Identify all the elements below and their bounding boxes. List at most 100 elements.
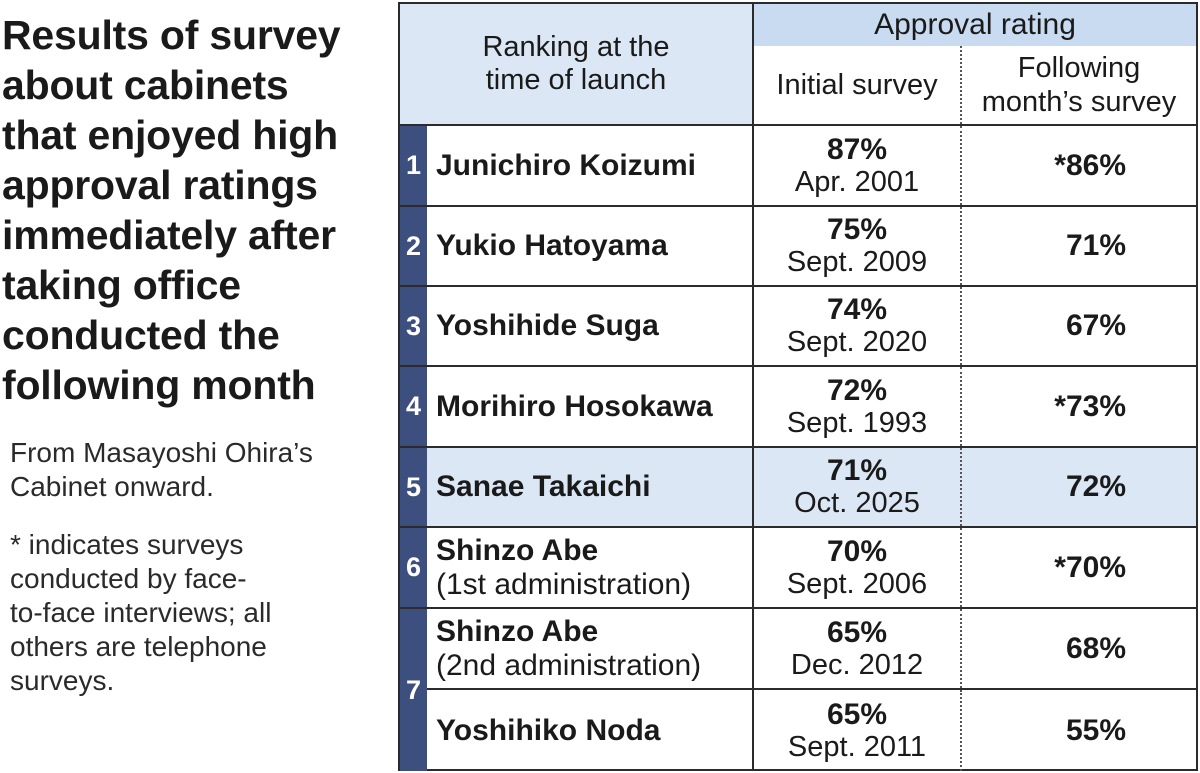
launch-date: Sept. 2011 [787, 730, 927, 763]
initial-survey-cell: 65% Dec. 2012 [754, 609, 960, 688]
note-line: From Masayoshi Ohira’s [10, 437, 313, 468]
header-ranking-line: time of launch [485, 64, 667, 96]
header-ranking: Ranking at the time of launch [400, 4, 754, 124]
note-line: * indicates surveys [10, 529, 244, 560]
header-divider [400, 124, 1196, 126]
cabinet-name-cell: Junichiro Koizumi [436, 126, 754, 205]
launch-date: Dec. 2012 [790, 648, 924, 681]
title-line: immediately after [2, 212, 336, 258]
following-month-rating: 55% [1065, 713, 1126, 747]
launch-date: Sept. 2020 [786, 326, 928, 358]
approval-table: Ranking at the time of launch Approval r… [398, 2, 1198, 771]
rank-badge: 7 [400, 609, 427, 771]
title-line: about cabinets [2, 62, 289, 108]
table-row: 2 Yukio Hatoyama 75% Sept. 2009 71% [400, 207, 1196, 287]
cabinet-name: Morihiro Hosokawa [436, 389, 713, 423]
column-divider [960, 609, 962, 688]
initial-rating: 87% [826, 132, 888, 166]
administration-note: (1st administration) [436, 567, 692, 601]
header-following-line: month’s survey [981, 86, 1177, 118]
initial-survey-cell: 71% Oct. 2025 [754, 448, 960, 526]
table-row: 6 Shinzo Abe (1st administration) 70% Sept. … [400, 528, 1196, 609]
cabinet-name: Yoshihide Suga [436, 309, 659, 342]
header-approval-group: Approval rating Initial survey Following… [754, 4, 1196, 124]
cabinet-name-cell: Yoshihide Suga [436, 287, 754, 365]
column-divider [752, 367, 754, 446]
following-month-rating: 68% [1065, 631, 1126, 665]
note-line: to-face interviews; all [10, 597, 272, 628]
initial-rating: 75% [826, 213, 888, 246]
header-following-survey: Following month’s survey [962, 46, 1196, 124]
cabinet-name: Junichiro Koizumi [436, 148, 697, 182]
initial-rating: 72% [826, 373, 888, 407]
table-row: Shinzo Abe (2nd administration) 65% Dec. 20… [400, 609, 1196, 690]
table-row: 3 Yoshihide Suga 74% Sept. 2020 67% [400, 287, 1196, 367]
initial-survey-cell: 75% Sept. 2009 [754, 207, 960, 285]
table-body: 1 Junichiro Koizumi 87% Apr. 2001 *86% 2 Yukio… [400, 126, 1196, 771]
table-row: 4 Morihiro Hosokawa 72% Sept. 1993 *73% [400, 367, 1196, 448]
title-line: taking office [2, 262, 241, 308]
rank-badge: 1 [400, 126, 427, 205]
following-month-rating: 71% [1065, 229, 1126, 262]
initial-rating: 65% [826, 615, 888, 649]
source-note: From Masayoshi Ohira’s Cabinet onward. [10, 436, 390, 504]
column-divider [960, 367, 962, 446]
caption-panel: Results of survey about cabinets that en… [0, 0, 395, 773]
note-line: conducted by face- [10, 563, 247, 594]
table-row: 1 Junichiro Koizumi 87% Apr. 2001 *86% [400, 126, 1196, 207]
cabinet-name: Shinzo Abe [436, 614, 599, 648]
title-line: Results of survey [2, 12, 341, 58]
header-initial-survey: Initial survey [754, 46, 960, 124]
cabinet-name-cell: Yukio Hatoyama [436, 207, 754, 285]
note-line: others are telephone [10, 631, 267, 662]
chart-title: Results of survey about cabinets that en… [2, 10, 394, 410]
initial-survey-cell: 72% Sept. 1993 [754, 367, 960, 446]
table-row: 5 Sanae Takaichi 71% Oct. 2025 72% [400, 448, 1196, 528]
rank-badge: 4 [400, 367, 427, 446]
column-divider [960, 287, 962, 365]
following-month-rating: 67% [1065, 309, 1126, 342]
title-line: conducted the [2, 312, 280, 358]
launch-date: Apr. 2001 [794, 165, 920, 198]
launch-date: Sept. 2006 [786, 567, 928, 600]
title-line: that enjoyed high [2, 112, 338, 158]
initial-survey-cell: 74% Sept. 2020 [754, 287, 960, 365]
following-month-rating: *73% [1054, 389, 1126, 423]
header-following-line: Following [1017, 52, 1141, 84]
rank-badge: 3 [400, 287, 427, 365]
launch-date: Sept. 2009 [786, 246, 928, 278]
initial-rating: 70% [826, 534, 888, 568]
rank-badge: 6 [400, 528, 427, 607]
initial-survey-cell: 65% Sept. 2011 [754, 690, 960, 771]
administration-note: (2nd administration) [436, 648, 702, 682]
rank-badge: 5 [400, 448, 427, 526]
cabinet-name-cell: Morihiro Hosokawa [436, 367, 754, 446]
column-divider [752, 207, 754, 285]
column-divider [752, 448, 754, 526]
column-divider [752, 287, 754, 365]
column-divider [960, 126, 962, 205]
header-ranking-line: Ranking at the [482, 31, 670, 63]
cabinet-name: Yoshihiko Noda [436, 713, 661, 747]
column-divider [752, 126, 754, 205]
initial-rating: 74% [826, 293, 888, 326]
column-divider [960, 448, 962, 526]
launch-date: Sept. 1993 [786, 406, 928, 439]
following-month-rating: *86% [1054, 148, 1126, 182]
cabinet-name: Yukio Hatoyama [436, 229, 668, 262]
note-line: surveys. [10, 665, 115, 696]
column-divider [960, 690, 962, 771]
header-approval: Approval rating [754, 4, 1196, 46]
cabinet-name: Sanae Takaichi [436, 470, 651, 503]
initial-survey-cell: 87% Apr. 2001 [754, 126, 960, 205]
cabinet-name-cell: Sanae Takaichi [436, 448, 754, 526]
following-month-rating: 72% [1065, 470, 1126, 503]
initial-rating: 71% [826, 454, 888, 487]
header-divider [960, 46, 962, 124]
column-divider [752, 609, 754, 688]
cabinet-name-cell: Shinzo Abe (2nd administration) [436, 609, 754, 688]
following-month-rating: *70% [1054, 550, 1126, 584]
column-divider [960, 528, 962, 607]
column-divider [752, 528, 754, 607]
initial-rating: 65% [826, 697, 888, 731]
